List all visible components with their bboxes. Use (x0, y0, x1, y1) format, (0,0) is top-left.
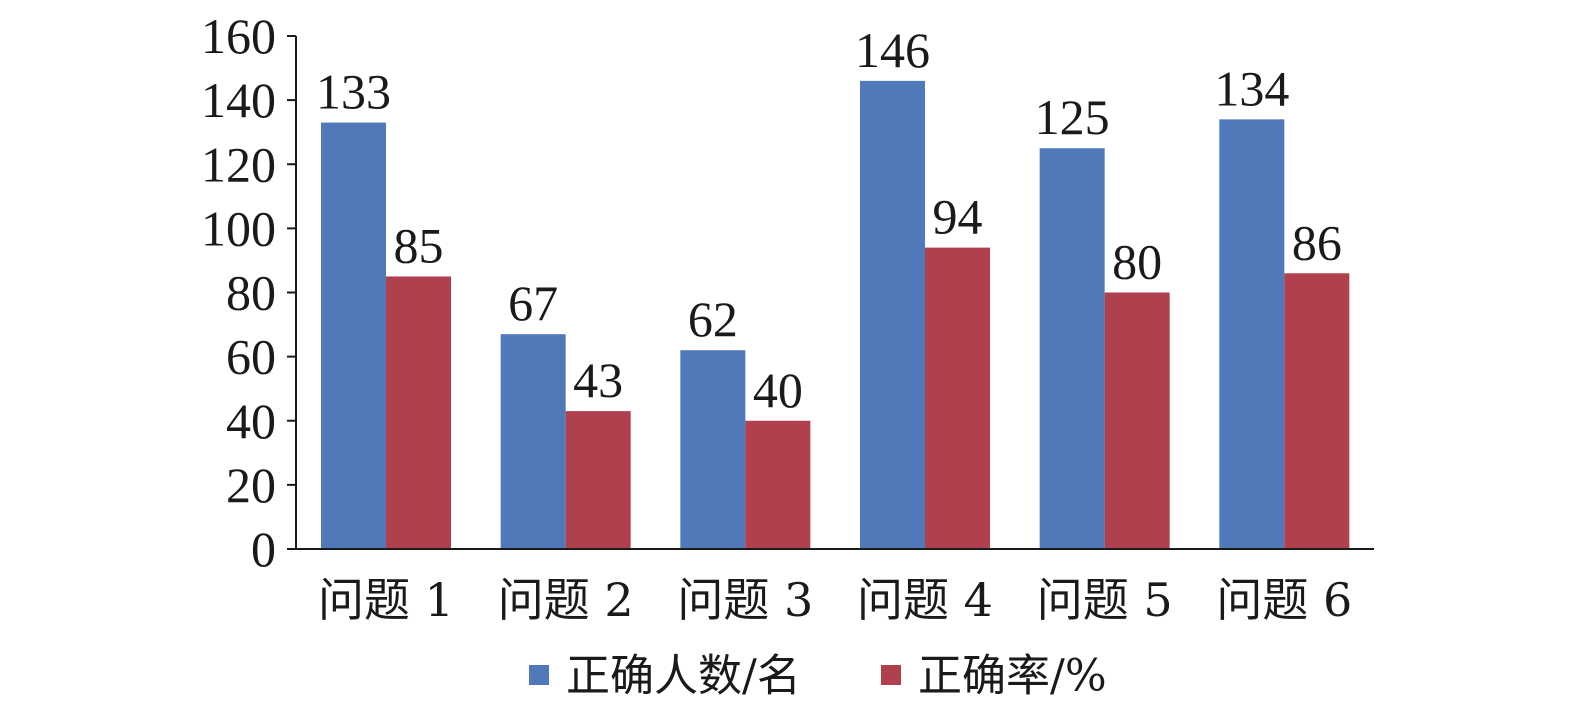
x-tick-label: 问题 4 (857, 573, 993, 627)
bar-rate-5 (1104, 292, 1170, 549)
y-tick-label: 60 (226, 329, 276, 385)
x-tick-label: 问题 3 (677, 573, 813, 627)
data-label: 80 (1112, 234, 1162, 290)
y-tick-label: 160 (201, 8, 276, 64)
x-axis: 问题 1 问题 2 问题 3 问题 4 问题 5 问题 6 (296, 548, 1374, 627)
data-labels: 133 85 67 43 62 40 146 94 125 80 134 86 (316, 22, 1342, 418)
legend-swatch (529, 665, 549, 685)
bar-count-3 (680, 350, 746, 549)
y-tick-label: 100 (201, 200, 276, 256)
y-tick-label: 40 (226, 393, 276, 449)
bar-rate-2 (565, 411, 631, 549)
bar-count-4 (860, 80, 925, 549)
bars (321, 80, 1350, 550)
y-tick-label: 80 (226, 265, 276, 321)
data-label: 86 (1292, 214, 1342, 270)
y-tick-label: 120 (201, 136, 276, 192)
data-label: 94 (933, 189, 983, 245)
legend-label: 正确率/% (918, 651, 1107, 702)
bar-rate-3 (745, 420, 811, 549)
bar-rate-4 (925, 247, 990, 550)
bar-count-5 (1039, 148, 1105, 549)
y-tick-label: 140 (201, 72, 276, 128)
bar-rate-1 (386, 276, 451, 549)
x-tick-label: 问题 5 (1037, 573, 1173, 627)
x-tick-label: 问题 6 (1216, 573, 1352, 627)
legend-swatch (881, 665, 901, 685)
data-label: 85 (394, 217, 444, 273)
y-tick-label: 0 (251, 521, 276, 577)
bar-count-1 (321, 122, 386, 549)
data-label: 125 (1035, 89, 1110, 145)
bar-rate-6 (1284, 273, 1350, 549)
data-label: 134 (1214, 60, 1289, 116)
legend-label: 正确人数/名 (566, 651, 801, 702)
data-label: 62 (688, 291, 738, 347)
data-label: 43 (573, 352, 623, 408)
y-tick-label: 20 (226, 457, 276, 513)
data-label: 40 (753, 362, 803, 418)
data-label: 146 (855, 22, 930, 78)
bar-count-2 (500, 334, 566, 549)
data-label: 133 (316, 64, 391, 120)
data-label: 67 (508, 275, 558, 331)
y-axis: 0 20 40 60 80 100 120 140 160 (201, 8, 297, 577)
x-tick-label: 问题 2 (498, 573, 634, 627)
legend: 正确人数/名 正确率/% (529, 651, 1107, 702)
bar-count-6 (1219, 119, 1285, 550)
x-tick-label: 问题 1 (318, 573, 454, 627)
